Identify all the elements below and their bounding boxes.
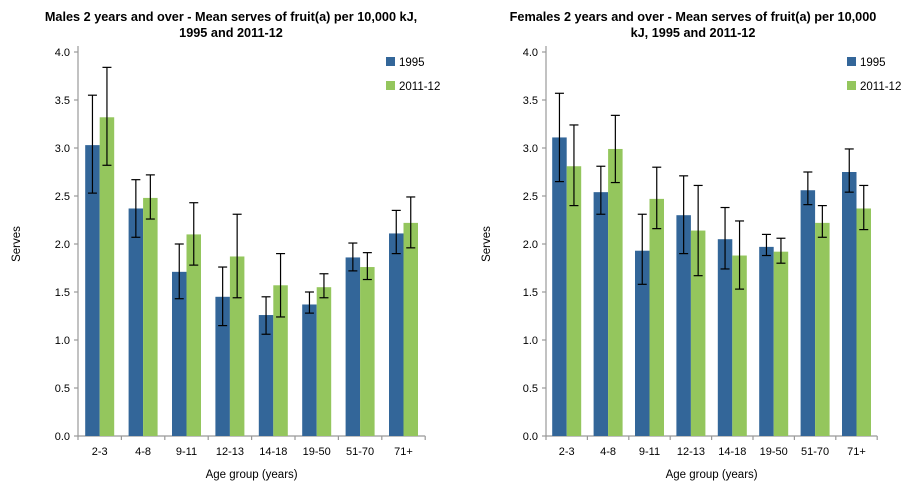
bars-1995 — [552, 137, 857, 436]
y-tick-label: 3.5 — [55, 95, 70, 107]
y-axis: 0.0 0.5 1.0 1.5 2.0 2.5 3.0 3.5 4.0 — [523, 46, 547, 443]
bar — [649, 198, 664, 436]
bar — [676, 215, 691, 436]
x-category-label: 9-11 — [176, 446, 197, 458]
x-category-label: 2-3 — [559, 446, 575, 458]
legend-swatch — [386, 57, 395, 66]
legend: 1995 2011-12 — [847, 57, 901, 93]
y-tick-label: 1.5 — [523, 287, 538, 299]
y-tick-label: 4.0 — [55, 47, 70, 59]
bar — [717, 239, 733, 436]
legend-label: 2011-12 — [399, 81, 440, 93]
bars-2011-12 — [566, 148, 871, 437]
bar — [635, 250, 650, 436]
bar — [258, 315, 274, 436]
y-tick-label: 2.0 — [55, 239, 70, 251]
y-tick-label: 1.0 — [55, 335, 70, 347]
bar — [316, 287, 332, 436]
bar — [215, 296, 230, 436]
bar — [128, 208, 144, 436]
y-tick-label: 0.5 — [55, 383, 70, 395]
y-tick-label: 1.5 — [55, 287, 70, 299]
legend-label: 1995 — [399, 57, 425, 69]
legend: 1995 2011-12 — [386, 57, 440, 93]
x-category-label: 2-3 — [92, 446, 108, 458]
bar — [552, 137, 567, 436]
bar — [273, 285, 288, 436]
y-tick-label: 2.5 — [55, 191, 70, 203]
bar — [608, 148, 623, 436]
legend-label: 1995 — [860, 57, 886, 69]
y-axis-title: Serves — [11, 226, 23, 262]
bar — [389, 233, 404, 436]
x-category-label: 12-13 — [677, 446, 705, 458]
legend-swatch — [847, 81, 856, 90]
x-category-label: 12-13 — [216, 446, 244, 458]
bar — [593, 192, 609, 436]
females-chart-title: Females 2 years and over - Mean serves o… — [509, 10, 877, 41]
x-category-label: 51-70 — [801, 446, 829, 458]
bar — [186, 234, 201, 436]
bar — [732, 255, 747, 436]
bar — [773, 251, 789, 436]
bar — [800, 190, 816, 436]
x-category-label: 9-11 — [639, 446, 660, 458]
bar — [345, 257, 361, 436]
bar — [403, 222, 418, 436]
x-category-label: 51-70 — [346, 446, 374, 458]
bar — [815, 222, 830, 436]
y-tick-label: 0.5 — [523, 383, 538, 395]
error-bars-2011-12 — [569, 114, 869, 290]
bar — [85, 145, 100, 436]
bar — [302, 304, 317, 436]
x-category-label: 4-8 — [600, 446, 616, 458]
females-bar-chart: 0.0 0.5 1.0 1.5 2.0 2.5 3.0 3.5 4.0 2-3 4-8 9-11 12-… — [481, 46, 901, 481]
bars-1995 — [85, 145, 404, 436]
y-tick-label: 1.0 — [523, 335, 538, 347]
y-tick-label: 3.0 — [523, 143, 538, 155]
y-axis-title: Serves — [481, 226, 493, 262]
x-category-label: 14-18 — [718, 446, 746, 458]
y-axis: 0.0 0.5 1.0 1.5 2.0 2.5 3.0 3.5 4.0 — [55, 46, 79, 443]
x-category-label: 4-8 — [135, 446, 151, 458]
bar — [690, 230, 706, 436]
legend-swatch — [847, 57, 856, 66]
bar — [229, 256, 245, 436]
males-chart-title: Males 2 years and over - Mean serves of … — [44, 10, 418, 41]
y-tick-label: 2.0 — [523, 239, 538, 251]
y-tick-label: 0.0 — [523, 431, 538, 443]
y-tick-label: 0.0 — [55, 431, 70, 443]
x-category-label: 19-50 — [760, 446, 788, 458]
bar — [172, 271, 187, 436]
x-category-label: 14-18 — [259, 446, 287, 458]
x-category-label: 19-50 — [303, 446, 331, 458]
y-tick-label: 3.0 — [55, 143, 70, 155]
error-bars-2011-12 — [102, 66, 416, 318]
males-chart-figure: Males 2 years and over - Mean serves of … — [11, 10, 441, 481]
females-chart-figure: Females 2 years and over - Mean serves o… — [462, 0, 924, 491]
x-axis: 2-3 4-8 9-11 12-13 14-18 19-50 51-70 71+ — [545, 435, 878, 458]
error-bars-1995 — [554, 92, 854, 285]
x-axis: 2-3 4-8 9-11 12-13 14-18 19-50 51-70 71+ — [77, 435, 426, 458]
bar — [143, 197, 158, 436]
males-bar-chart: 0.0 0.5 1.0 1.5 2.0 2.5 3.0 3.5 4.0 2-3 4-8 9-11 12-… — [11, 46, 440, 481]
bars-2011-12 — [99, 117, 418, 436]
bar — [842, 172, 857, 436]
bar — [856, 208, 871, 436]
legend-swatch — [386, 81, 395, 90]
bar — [759, 246, 774, 436]
bar — [360, 267, 375, 436]
y-tick-label: 2.5 — [523, 191, 538, 203]
x-category-label: 71+ — [847, 446, 866, 458]
y-tick-label: 3.5 — [523, 95, 538, 107]
legend-label: 2011-12 — [860, 81, 901, 93]
bar — [566, 166, 582, 437]
error-bars-1995 — [87, 94, 401, 335]
bar — [99, 117, 115, 436]
y-tick-label: 4.0 — [523, 47, 538, 59]
x-category-label: 71+ — [394, 446, 413, 458]
x-axis-title: Age group (years) — [666, 469, 758, 481]
x-axis-title: Age group (years) — [206, 469, 298, 481]
